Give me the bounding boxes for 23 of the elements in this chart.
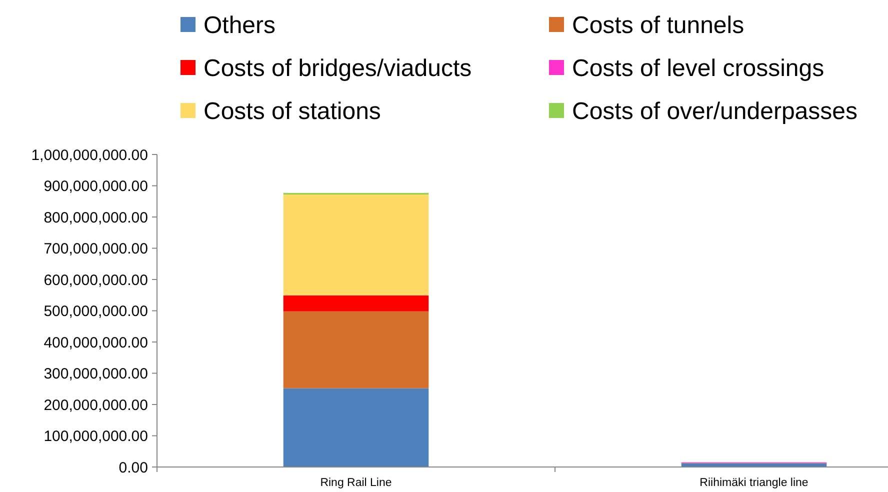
y-tick-label: 200,000,000.00 bbox=[44, 396, 148, 414]
bar bbox=[283, 388, 429, 467]
bar bbox=[283, 295, 429, 312]
legend-label: Costs of tunnels bbox=[572, 12, 744, 40]
legend-label: Costs of bridges/viaducts bbox=[204, 55, 472, 82]
legend-label: Others bbox=[204, 12, 276, 40]
y-tick-label: 500,000,000.00 bbox=[44, 303, 148, 320]
x-tick-label: Riihimäki triangle line bbox=[700, 477, 808, 489]
x-tick-label: Ring Rail Line bbox=[320, 477, 392, 489]
legend-label: Costs of level crossings bbox=[572, 55, 824, 82]
legend-label: Costs of over/underpasses bbox=[572, 98, 858, 126]
y-tick-label: 900,000,000.00 bbox=[44, 178, 148, 195]
bar bbox=[283, 311, 429, 388]
y-tick-label: 0.00 bbox=[118, 459, 148, 476]
y-tick-label: 300,000,000.00 bbox=[44, 366, 148, 382]
y-tick-label: 100,000,000.00 bbox=[44, 428, 148, 445]
legend-label: Costs of stations bbox=[204, 98, 381, 126]
y-tick-label: 400,000,000.00 bbox=[44, 334, 148, 352]
y-tick-label: 700,000,000.00 bbox=[44, 240, 148, 258]
y-tick-label: 600,000,000.00 bbox=[44, 272, 148, 289]
y-tick-label: 1,000,000,000.00 bbox=[31, 146, 148, 164]
bar bbox=[283, 194, 429, 296]
y-tick-label: 800,000,000.00 bbox=[44, 209, 148, 226]
